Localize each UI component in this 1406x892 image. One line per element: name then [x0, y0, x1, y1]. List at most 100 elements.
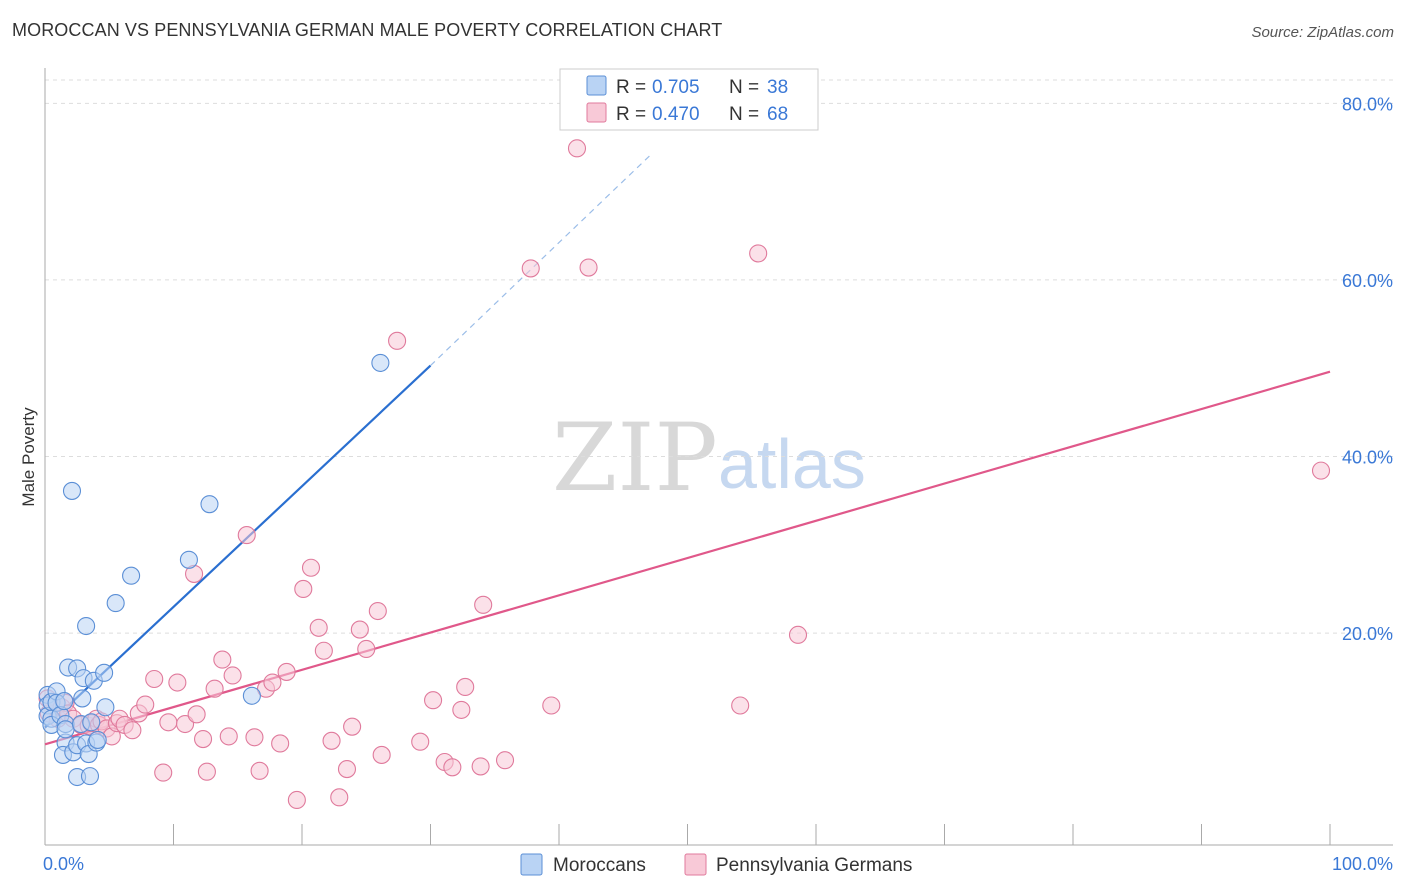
point-pennsylvania-germans-57	[424, 691, 443, 710]
point-moroccans-38	[371, 353, 390, 372]
trend-line-moroccans-extension	[430, 152, 654, 366]
point-pennsylvania-germans-21	[136, 695, 155, 714]
point-pennsylvania-germans-44	[301, 558, 321, 577]
x-tick-label-1: 100.0%	[1332, 854, 1393, 874]
series-legend: Moroccans Pennsylvania Germans	[520, 853, 912, 876]
point-pennsylvania-germans-36	[245, 728, 264, 747]
legend-r-value-pennsylvania-germans: 0.470	[652, 104, 700, 125]
point-pennsylvania-germans-48	[330, 788, 349, 807]
gridlines	[45, 79, 1393, 634]
point-pennsylvania-germans-33	[219, 727, 238, 746]
point-pennsylvania-germans-62	[471, 757, 490, 776]
point-pennsylvania-germans-30	[197, 762, 216, 781]
point-pennsylvania-germans-54	[372, 745, 391, 764]
point-pennsylvania-germans-46	[314, 641, 333, 660]
legend-r-value-moroccans: 0.705	[652, 77, 700, 98]
point-pennsylvania-germans-22	[145, 669, 164, 689]
legend-n-label-moroccans: N =	[729, 77, 759, 98]
point-moroccans-13	[56, 720, 75, 739]
watermark: ZIP atlas	[552, 404, 866, 513]
point-pennsylvania-germans-70	[749, 244, 768, 263]
point-pennsylvania-germans-65	[521, 259, 540, 278]
point-pennsylvania-germans-61	[456, 677, 475, 697]
series-legend-swatch-pennsylvania-germans	[684, 853, 707, 876]
point-pennsylvania-germans-40	[271, 734, 290, 753]
point-pennsylvania-germans-64	[495, 751, 515, 770]
chart-source: Source: ZipAtlas.com	[1251, 24, 1394, 41]
point-pennsylvania-germans-56	[411, 732, 430, 751]
watermark-zip: ZIP	[552, 404, 718, 513]
series-legend-swatch-moroccans	[520, 853, 543, 876]
point-pennsylvania-germans-45	[309, 618, 328, 637]
point-pennsylvania-germans-43	[294, 579, 313, 598]
point-pennsylvania-germans-50	[343, 717, 362, 736]
legend-swatch-moroccans	[586, 75, 607, 96]
point-pennsylvania-germans-23	[154, 763, 173, 782]
point-moroccans-21	[73, 689, 92, 708]
point-pennsylvania-germans-47	[322, 731, 341, 750]
y-tick-label-0: 20.0%	[1342, 624, 1393, 644]
point-pennsylvania-germans-26	[176, 714, 195, 734]
point-pennsylvania-germans-52	[357, 639, 376, 659]
legend-n-label-pennsylvania-germans: N =	[729, 104, 759, 125]
point-moroccans-31	[95, 663, 114, 682]
point-pennsylvania-germans-49	[337, 760, 357, 779]
point-moroccans-24	[77, 616, 96, 636]
point-pennsylvania-germans-59	[443, 758, 462, 777]
y-axis-label: Male Poverty	[19, 407, 38, 507]
point-pennsylvania-germans-31	[205, 679, 224, 698]
point-moroccans-27	[82, 713, 101, 732]
point-moroccans-32	[96, 698, 115, 717]
point-moroccans-15	[62, 481, 82, 500]
point-pennsylvania-germans-28	[187, 705, 206, 724]
watermark-atlas: atlas	[718, 425, 866, 503]
point-pennsylvania-germans-53	[368, 601, 387, 621]
point-pennsylvania-germans-72	[1311, 461, 1331, 480]
legend-r-label-pennsylvania-germans: R =	[616, 104, 646, 125]
legend-n-value-moroccans: 38	[767, 77, 788, 98]
point-pennsylvania-germans-29	[194, 729, 213, 749]
point-moroccans-30	[88, 730, 107, 749]
point-pennsylvania-germans-66	[542, 696, 561, 715]
legend-swatch-pennsylvania-germans	[586, 102, 607, 123]
point-pennsylvania-germans-35	[237, 526, 256, 545]
point-moroccans-33	[106, 594, 125, 613]
x-tick-label-0: 0.0%	[43, 854, 84, 874]
legend-n-value-pennsylvania-germans: 68	[767, 104, 788, 125]
point-pennsylvania-germans-25	[168, 673, 187, 692]
point-pennsylvania-germans-19	[123, 721, 142, 740]
point-pennsylvania-germans-63	[474, 595, 493, 614]
point-pennsylvania-germans-42	[287, 790, 306, 810]
point-pennsylvania-germans-51	[350, 620, 369, 639]
point-moroccans-36	[200, 495, 219, 514]
point-pennsylvania-germans-39	[263, 673, 282, 692]
point-moroccans-35	[179, 550, 198, 569]
y-tick-label-3: 80.0%	[1342, 94, 1393, 114]
point-pennsylvania-germans-24	[159, 713, 178, 732]
trend-line-pennsylvania-germans	[44, 370, 1331, 746]
point-pennsylvania-germans-68	[579, 258, 598, 277]
point-pennsylvania-germans-34	[223, 666, 242, 685]
legend-r-label-moroccans: R =	[616, 77, 646, 98]
point-pennsylvania-germans-55	[388, 331, 407, 350]
chart-title: MOROCCAN VS PENNSYLVANIA GERMAN MALE POV…	[12, 20, 723, 40]
y-tick-label-2: 60.0%	[1342, 271, 1393, 291]
point-moroccans-37	[242, 686, 261, 705]
point-pennsylvania-germans-67	[567, 139, 587, 158]
point-pennsylvania-germans-41	[277, 662, 296, 681]
point-moroccans-26	[80, 767, 100, 786]
point-pennsylvania-germans-37	[250, 761, 269, 780]
point-pennsylvania-germans-32	[213, 650, 232, 669]
point-pennsylvania-germans-71	[788, 625, 808, 644]
point-moroccans-9	[55, 692, 74, 711]
point-pennsylvania-germans-60	[452, 700, 471, 719]
y-tick-label-1: 40.0%	[1342, 448, 1393, 468]
data-points	[38, 139, 1331, 810]
correlation-legend: R = 0.705 N = 38 R = 0.470 N = 68	[559, 68, 819, 131]
series-legend-label-pennsylvania-germans: Pennsylvania Germans	[716, 855, 912, 876]
tick-labels: 20.0% 40.0% 60.0% 80.0% 0.0% 100.0%	[43, 94, 1393, 874]
point-moroccans-34	[122, 566, 141, 585]
series-legend-label-moroccans: Moroccans	[553, 855, 646, 876]
point-pennsylvania-germans-69	[731, 696, 750, 715]
